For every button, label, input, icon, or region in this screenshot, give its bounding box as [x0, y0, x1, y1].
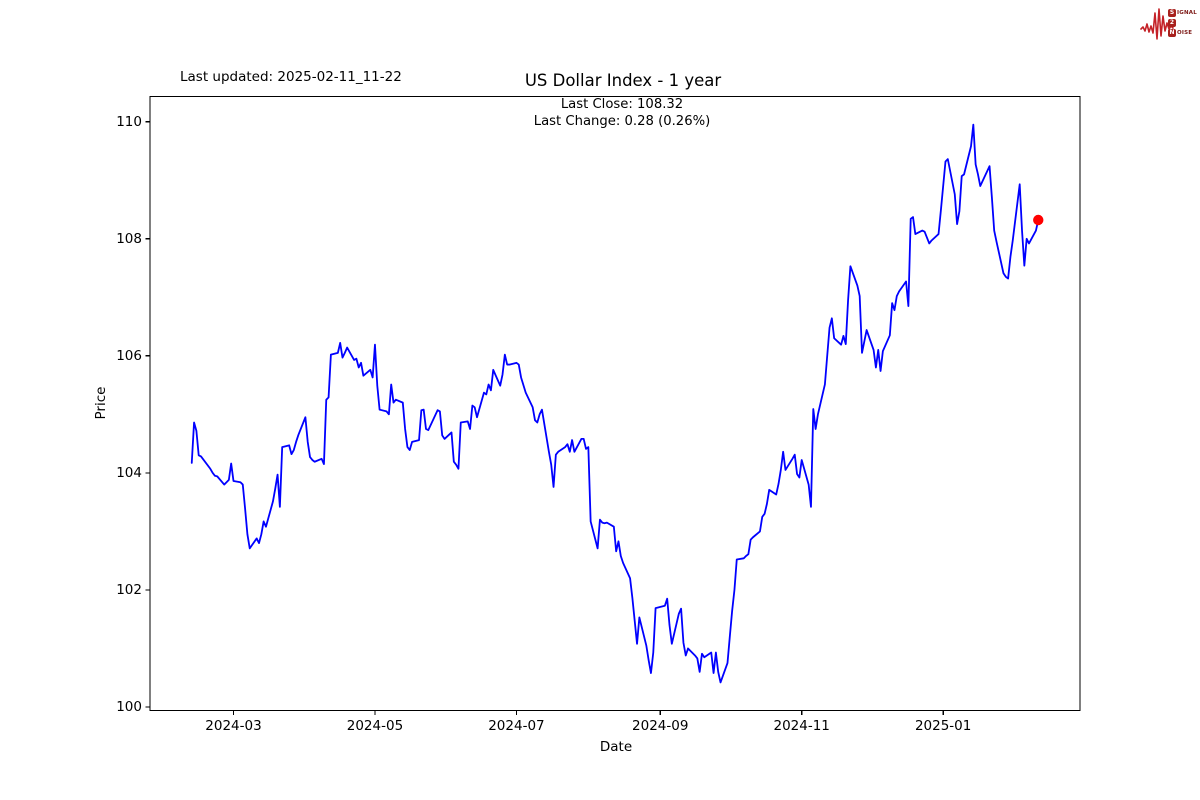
x-axis-label: Date	[599, 739, 633, 755]
logo-signal-rest: IGNAL	[1177, 10, 1197, 16]
x-tick-label: 2024-07	[488, 717, 545, 734]
x-tick-label: 2024-11	[773, 717, 830, 734]
logo-row-signal: S IGNAL	[1168, 9, 1197, 18]
last-updated-text: Last updated: 2025-02-11_11-22	[180, 69, 402, 85]
logo-row-2: 2	[1168, 19, 1197, 28]
x-tick-label: 2024-03	[205, 717, 262, 734]
chart-annotation: Last Close: 108.32 Last Change: 0.28 (0.…	[534, 96, 711, 130]
waveform-icon	[1140, 8, 1174, 40]
logo-row-noise: N OISE	[1168, 29, 1197, 38]
y-tick-label: 106	[116, 347, 142, 364]
axes-spines	[149, 95, 1081, 712]
last-close-text: Last Close: 108.32	[560, 97, 684, 112]
last-close-marker	[1033, 214, 1044, 226]
y-tick-label: 100	[116, 698, 142, 715]
x-tick-label: 2024-05	[346, 717, 404, 734]
logo-letter-s: S	[1168, 9, 1176, 17]
last-change-text: Last Change: 0.28 (0.26%)	[533, 114, 711, 129]
logo-text: S IGNAL 2 N OISE	[1168, 9, 1197, 38]
logo-letter-2: 2	[1168, 19, 1176, 27]
x-tick-label: 2025-01	[914, 717, 972, 734]
chart-title: US Dollar Index - 1 year	[524, 71, 722, 90]
signal2noise-logo: S IGNAL 2 N OISE	[1140, 3, 1197, 43]
y-tick-label: 108	[116, 230, 142, 247]
logo-letter-n: N	[1168, 29, 1176, 37]
y-tick-label: 104	[116, 464, 142, 481]
x-tick-label: 2024-09	[632, 717, 689, 734]
y-tick-label: 102	[116, 581, 142, 598]
price-line	[190, 123, 1040, 684]
y-tick-label: 110	[116, 113, 142, 130]
logo-noise-rest: OISE	[1177, 30, 1193, 36]
